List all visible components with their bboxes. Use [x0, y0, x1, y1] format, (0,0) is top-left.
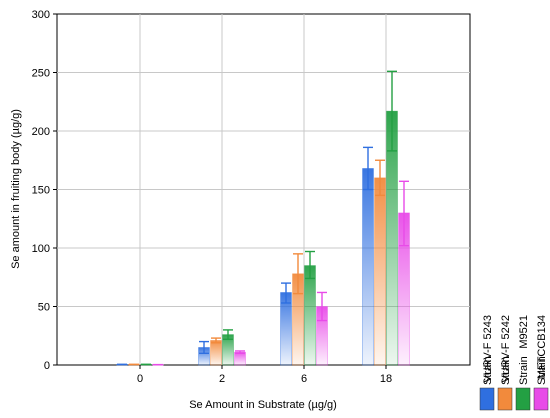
- legend-label: MFTCCB134: [536, 315, 548, 379]
- x-tick-labels: 0 2 6 18: [137, 365, 392, 385]
- legend-prefix: Strain: [536, 356, 548, 385]
- x-tick-label: 0: [137, 373, 143, 385]
- bar: [374, 177, 386, 366]
- y-tick-label: 300: [32, 9, 50, 21]
- y-tick-label: 150: [32, 185, 50, 197]
- legend-prefix: Strain: [482, 356, 494, 385]
- y-axis-label: Se amount in fruiting body (µg/g): [10, 109, 22, 269]
- legend-swatch: [479, 387, 495, 411]
- bar: [210, 340, 222, 366]
- legend-swatch: [533, 387, 549, 411]
- x-tick-label: 2: [219, 373, 225, 385]
- y-tick-label: 0: [44, 360, 50, 372]
- legend-label: M9521: [518, 315, 530, 349]
- y-tick-label: 250: [32, 68, 50, 80]
- legend-swatch: [515, 387, 531, 411]
- y-tick-label: 200: [32, 126, 50, 138]
- legend-label: VURV-F 5242: [500, 315, 512, 383]
- bars: [116, 110, 410, 366]
- bar: [362, 168, 374, 366]
- bar: [304, 265, 316, 366]
- bar: [234, 351, 246, 366]
- x-tick-label: 18: [380, 373, 392, 385]
- x-axis-label: Se Amount in Substrate (µg/g): [189, 399, 337, 411]
- y-tick-label: 100: [32, 243, 50, 255]
- x-tick-label: 6: [301, 373, 307, 385]
- legend-swatch: [497, 387, 513, 411]
- error-bars: [117, 70, 409, 366]
- y-tick-label: 50: [38, 302, 50, 314]
- legend-prefix: Strain: [518, 356, 530, 385]
- legend-label: VURV-F 5243: [482, 315, 494, 383]
- y-tick-labels: 0 50 100 150 200 250 300: [32, 9, 57, 372]
- legend-prefix: Strain: [500, 356, 512, 385]
